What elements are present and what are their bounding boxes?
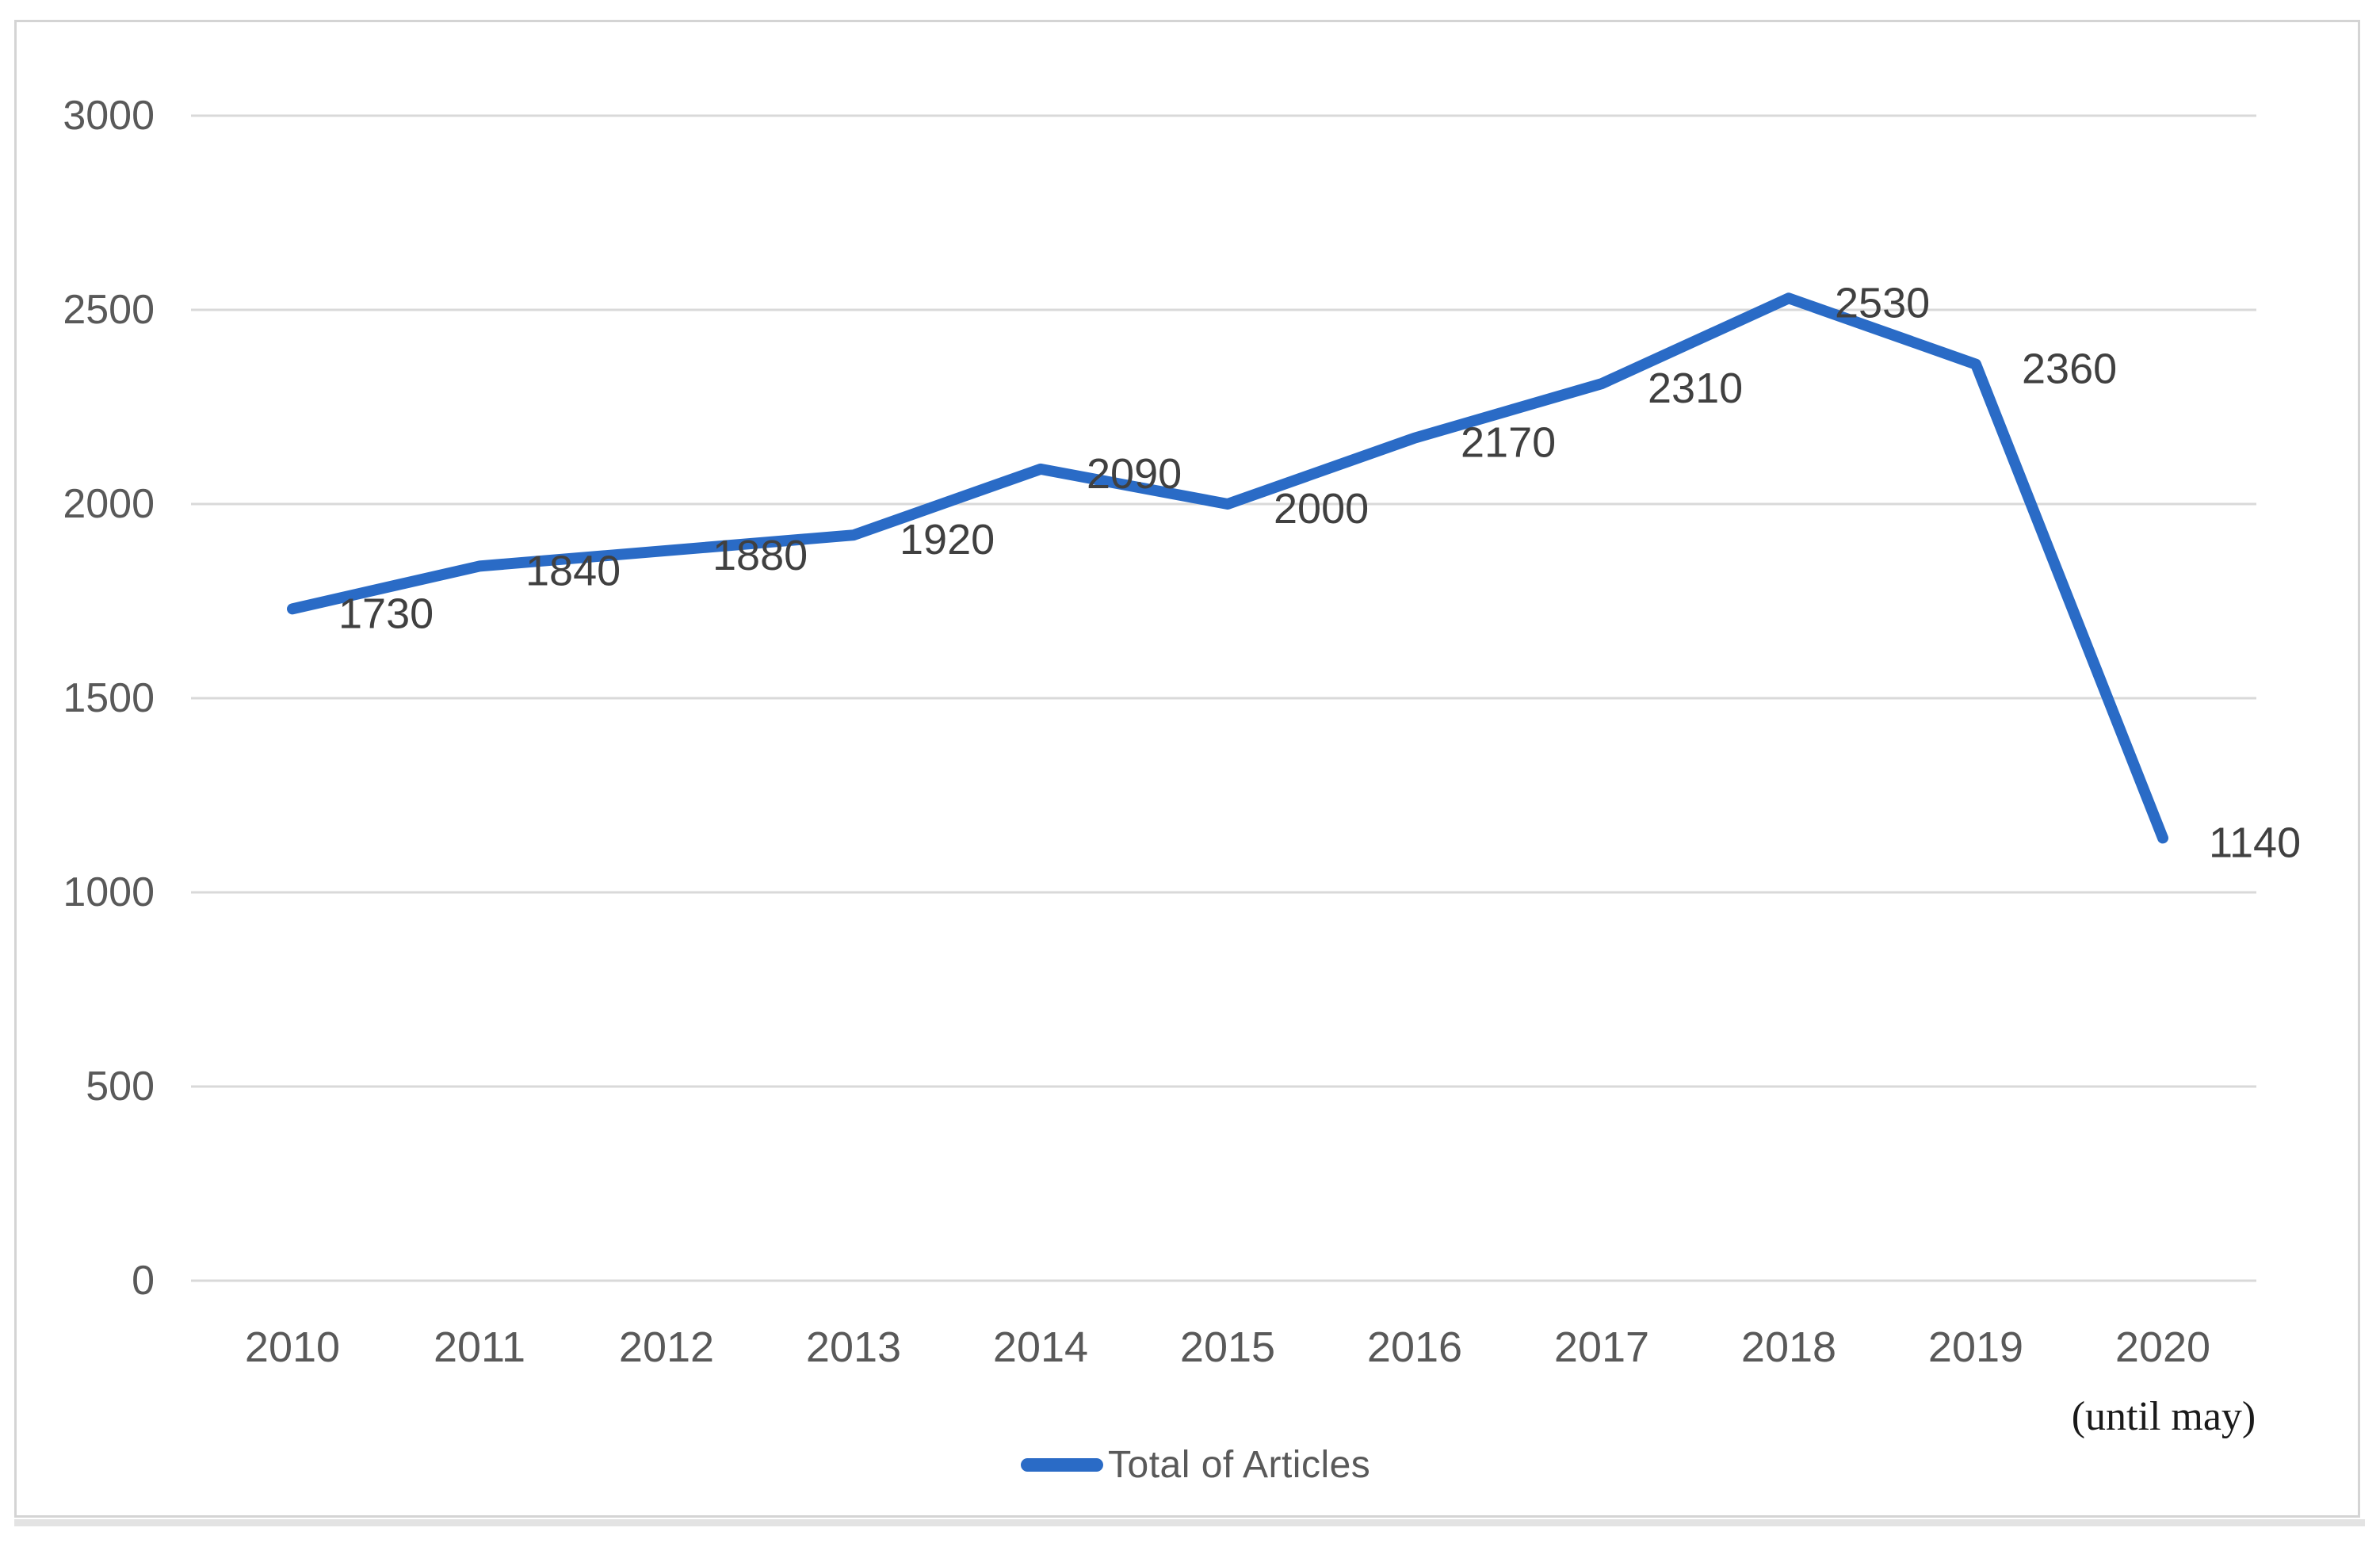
data-point-label: 1920 [900, 516, 995, 563]
data-point-label: 2000 [1274, 485, 1369, 533]
x-axis-tick-label: 2011 [434, 1323, 525, 1371]
y-axis-tick-label: 2500 [63, 287, 155, 333]
legend-label: Total of Articles [1108, 1443, 1371, 1486]
data-point-label: 1840 [525, 547, 621, 594]
x-axis-tick-label: 2014 [993, 1323, 1088, 1371]
chart-frame-shadow [14, 1519, 2365, 1526]
x-axis-tick-label: 2010 [245, 1323, 340, 1371]
x-axis-tick-label: 2016 [1367, 1323, 1462, 1371]
data-point-label: 2170 [1461, 419, 1556, 467]
total-articles-line [287, 292, 2168, 844]
data-point-label: 1730 [338, 590, 434, 637]
data-point-label: 1140 [2209, 819, 2301, 866]
y-axis-tick-label: 2000 [63, 481, 155, 527]
chart-legend: Total of Articles [1021, 1443, 1371, 1486]
data-point-label: 2090 [1087, 450, 1182, 498]
x-axis-tick-label: 2020 [2115, 1323, 2210, 1371]
x-axis-note: (until may) [2071, 1394, 2256, 1439]
chart-frame [14, 20, 2360, 1518]
data-point-label: 2360 [2022, 346, 2117, 393]
data-point-label: 2530 [1835, 279, 1930, 327]
x-axis-tick-label: 2015 [1180, 1323, 1275, 1371]
y-axis-tick-label: 0 [132, 1258, 155, 1304]
x-axis-tick-label: 2019 [1928, 1323, 2023, 1371]
y-axis-tick-label: 500 [86, 1064, 155, 1110]
x-axis-tick-label: 2012 [619, 1323, 714, 1371]
legend-line-marker [1021, 1457, 1103, 1472]
y-axis-tick-label: 1000 [63, 869, 155, 915]
y-axis-tick-label: 1500 [63, 675, 155, 721]
x-axis-tick-label: 2018 [1741, 1323, 1836, 1371]
x-axis-tick-label: 2013 [806, 1323, 901, 1371]
data-point-label: 1880 [712, 532, 808, 579]
y-axis-tick-label: 3000 [63, 93, 155, 139]
x-axis-tick-label: 2017 [1554, 1323, 1649, 1371]
data-point-label: 2310 [1648, 365, 1743, 412]
